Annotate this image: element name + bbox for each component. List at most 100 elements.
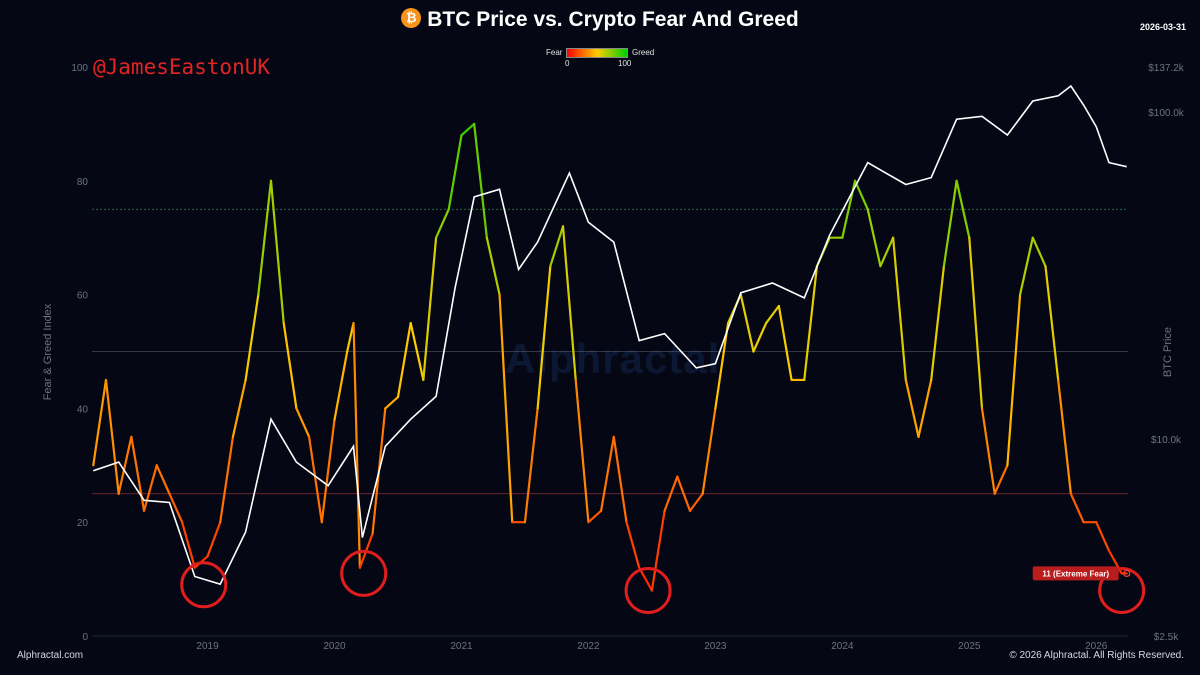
- fear-greed-segment: [587, 509, 603, 524]
- fear-greed-segment: [231, 378, 247, 438]
- y-left-tick-label: 20: [77, 518, 89, 529]
- y-right-tick-label: $10.0k: [1151, 435, 1182, 446]
- fear-greed-segment: [155, 464, 171, 495]
- y-right-tick-label: $100.0k: [1148, 108, 1185, 119]
- fear-greed-segment: [930, 265, 946, 382]
- y-right-tick-label: $137.2k: [1148, 63, 1185, 74]
- legend-fear-label: Fear: [546, 48, 563, 57]
- x-tick-label: 2020: [323, 641, 346, 652]
- fear-greed-segment: [320, 418, 336, 524]
- highlight-circle: [624, 566, 672, 614]
- fear-greed-segment: [352, 321, 361, 569]
- fear-greed-segment: [308, 435, 323, 524]
- fear-greed-segment: [866, 208, 882, 268]
- highlight-circle: [1098, 566, 1146, 614]
- fear-greed-segment: [485, 236, 501, 296]
- chart-title-text: BTC Price vs. Crypto Fear And Greed: [427, 8, 799, 31]
- fear-greed-segment: [1069, 492, 1085, 524]
- fear-greed-segment: [904, 378, 920, 438]
- fear-greed-segment: [422, 236, 438, 382]
- fear-greed-segment: [409, 321, 425, 382]
- fear-greed-segment: [765, 304, 780, 325]
- fear-greed-segment: [993, 464, 1009, 495]
- y-left-tick-label: 40: [77, 404, 89, 415]
- callout-label: 11 (Extreme Fear): [1042, 569, 1109, 578]
- highlight-circle: [180, 561, 228, 609]
- fear-greed-segment: [942, 179, 958, 268]
- color-legend: Fear Greed 0 100: [546, 46, 666, 70]
- fear-greed-segment: [663, 475, 679, 512]
- fear-greed-segment: [968, 236, 984, 410]
- fear-greed-segment: [257, 179, 273, 296]
- fear-greed-segment: [853, 179, 869, 211]
- fear-greed-segment: [676, 475, 692, 512]
- fear-greed-segment: [460, 122, 476, 137]
- fear-greed-segment: [638, 566, 653, 592]
- fear-greed-segment: [130, 435, 146, 512]
- chart-title: ₿ BTC Price vs. Crypto Fear And Greed: [0, 8, 1200, 32]
- fear-greed-segment: [447, 134, 463, 211]
- fear-greed-segment: [892, 236, 907, 382]
- highlight-circle: [340, 549, 388, 597]
- fear-greed-segment: [523, 407, 539, 524]
- fear-greed-segment: [701, 407, 717, 495]
- fear-greed-segment: [980, 407, 996, 495]
- x-tick-label: 2023: [704, 641, 727, 652]
- callout-marker: [1123, 569, 1131, 578]
- fear-greed-segment: [92, 378, 108, 467]
- y-left-tick-label: 0: [82, 632, 88, 643]
- btc-price-line: [93, 84, 1127, 586]
- footer-copyright: © 2026 Alphractal. All Rights Reserved.: [1009, 650, 1184, 661]
- fear-greed-segment: [714, 321, 730, 410]
- legend-greed-label: Greed: [632, 48, 655, 57]
- chart-date: 2026-03-31: [1139, 22, 1186, 32]
- fear-greed-segment: [574, 378, 590, 524]
- fear-greed-segment: [181, 521, 196, 569]
- x-tick-label: 2025: [958, 641, 981, 652]
- fear-greed-segment: [295, 407, 311, 438]
- fear-greed-segment: [384, 395, 400, 410]
- fear-greed-segment: [625, 521, 641, 569]
- fear-greed-segment: [1031, 236, 1047, 268]
- author-handle: @JamesEastonUK: [93, 55, 271, 79]
- fear-greed-segment: [688, 492, 704, 512]
- legend-min-label: 0: [565, 59, 570, 68]
- fear-greed-segment: [269, 179, 285, 325]
- x-tick-label: 2026: [1085, 641, 1108, 652]
- fear-greed-segment: [104, 378, 120, 495]
- fear-greed-segment: [955, 179, 971, 239]
- y-left-tick-label: 100: [71, 63, 88, 74]
- fear-greed-segment: [549, 225, 565, 268]
- fear-greed-segment: [346, 321, 355, 353]
- fear-greed-segment: [917, 378, 933, 438]
- fear-greed-segment: [473, 122, 488, 239]
- fear-greed-segment: [1095, 521, 1111, 552]
- fear-greed-segment: [142, 464, 158, 512]
- fear-greed-segment: [206, 521, 222, 558]
- fear-greed-segment: [803, 265, 819, 382]
- legend-gradient-bar: [566, 48, 628, 58]
- callout-box: [1032, 566, 1119, 581]
- fear-greed-segment: [612, 435, 628, 524]
- fear-greed-segment: [879, 236, 895, 268]
- fear-greed-segment: [650, 509, 666, 592]
- x-tick-label: 2024: [831, 641, 854, 652]
- fear-greed-segment: [561, 225, 577, 382]
- fear-greed-segment: [752, 321, 768, 353]
- fear-greed-segment: [333, 350, 349, 421]
- fear-greed-segment: [777, 304, 793, 382]
- fear-greed-segment: [168, 492, 184, 524]
- fear-greed-segment: [498, 293, 514, 524]
- fear-greed-segment: [1018, 236, 1034, 296]
- y-left-tick-label: 80: [77, 177, 89, 188]
- fear-greed-segment: [1057, 378, 1072, 495]
- bitcoin-logo-icon: ₿: [401, 8, 422, 29]
- y-left-tick-label: 60: [77, 291, 89, 302]
- fear-greed-segment: [1044, 265, 1060, 382]
- fear-greed-segment: [244, 293, 260, 382]
- x-tick-label: 2022: [577, 641, 600, 652]
- fear-greed-segment: [219, 435, 235, 524]
- fear-greed-segment: [282, 321, 298, 410]
- fear-greed-segment: [739, 293, 755, 353]
